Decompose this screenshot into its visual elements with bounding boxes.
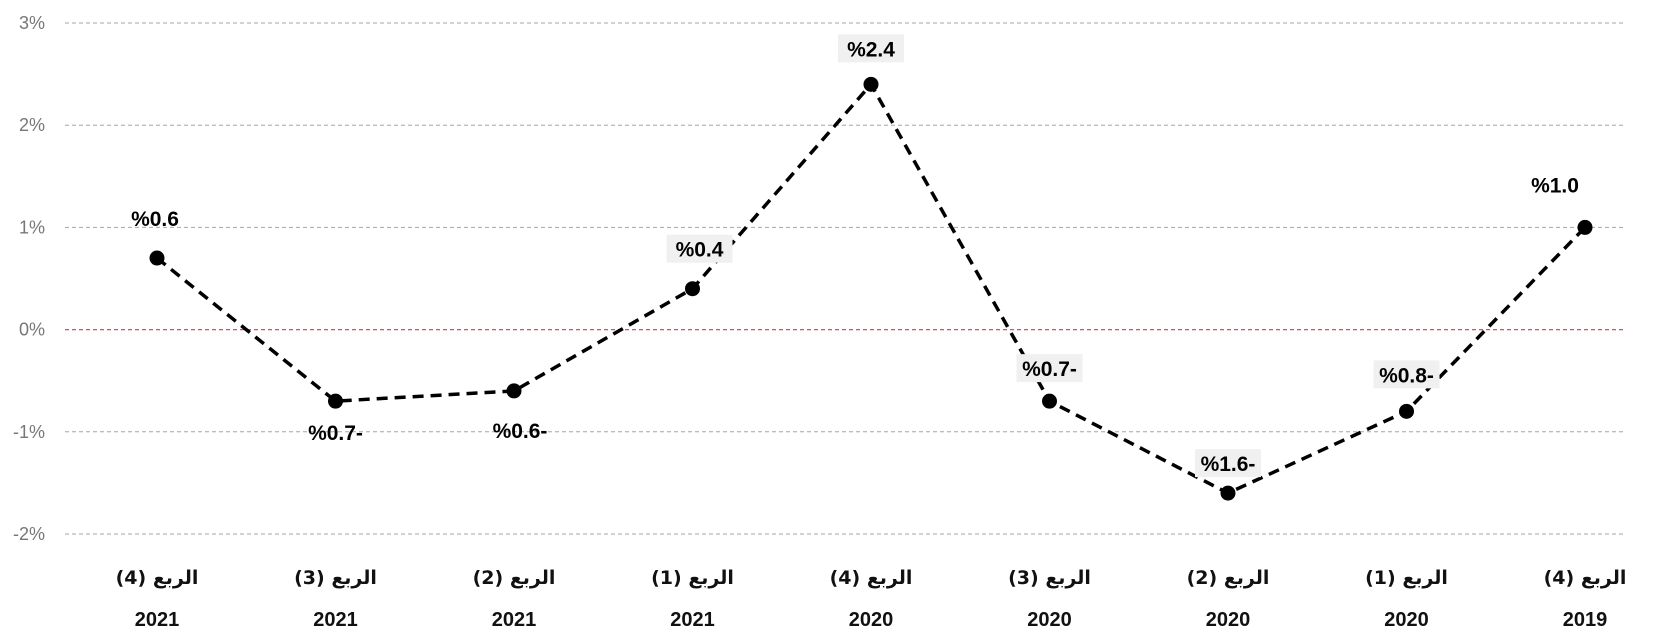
x-tick-year-label: 2021 xyxy=(670,609,715,631)
x-tick-year-label: 2020 xyxy=(1384,609,1429,631)
data-points xyxy=(149,76,1593,501)
y-tick-label: 0% xyxy=(19,320,45,340)
x-tick-quarter-label: الربع (3) xyxy=(1008,567,1091,589)
x-tick-year-label: 2020 xyxy=(1206,609,1251,631)
data-point xyxy=(149,250,165,266)
x-tick-year-label: 2020 xyxy=(1027,609,1072,631)
data-label: %0.6- xyxy=(493,420,548,443)
x-tick-quarter-label: الربع (1) xyxy=(651,567,734,589)
x-tick-quarter-label: الربع (2) xyxy=(473,567,556,589)
data-label: %0.8- xyxy=(1379,364,1434,387)
x-tick-year-label: 2019 xyxy=(1563,609,1608,631)
x-tick-quarter-label: الربع (1) xyxy=(1365,567,1448,589)
data-point xyxy=(1577,219,1593,235)
x-tick-year-label: 2021 xyxy=(313,609,358,631)
data-point xyxy=(685,281,700,297)
y-tick-label: 3% xyxy=(19,13,45,33)
data-point xyxy=(1042,393,1057,409)
x-tick-quarter-label: الربع (2) xyxy=(1187,567,1270,589)
data-label: %1.6- xyxy=(1201,453,1256,476)
y-tick-label: -2% xyxy=(13,524,45,544)
y-tick-label: -1% xyxy=(13,422,45,442)
data-label: %0.7- xyxy=(1022,358,1077,381)
data-label: %0.4 xyxy=(676,239,724,262)
data-point xyxy=(506,383,522,399)
data-point xyxy=(328,393,343,409)
data-labels: %0.6 %0.7- %0.6- %0.4 %2.4 %0.7- %1.6- %0.8- %1.… xyxy=(131,34,1579,478)
x-tick-year-label: 2020 xyxy=(849,609,894,631)
data-label-background xyxy=(1373,360,1440,389)
data-point xyxy=(1220,485,1236,501)
gridlines xyxy=(65,22,1625,535)
data-label: %2.4 xyxy=(847,38,895,61)
x-tick-year-label: 2021 xyxy=(135,609,180,631)
x-tick-quarter-label: الربع (4) xyxy=(116,567,199,589)
data-label-background xyxy=(1016,354,1083,383)
data-point xyxy=(863,76,879,92)
data-label-background xyxy=(838,34,904,63)
data-label: %0.6 xyxy=(131,208,179,231)
x-axis-ticks: الربع (4) 2021 الربع (3) 2021 الربع (2) 2021 ا… xyxy=(116,567,1627,631)
x-tick-quarter-label: الربع (4) xyxy=(1544,567,1627,589)
data-label: %0.7- xyxy=(308,422,363,445)
y-tick-label: 1% xyxy=(19,217,45,237)
x-tick-quarter-label: الربع (4) xyxy=(830,567,913,589)
y-axis-ticks: -2% -1% 0% 1% 2% 3% xyxy=(13,13,45,544)
data-label: %1.0 xyxy=(1531,174,1579,197)
data-label-background xyxy=(666,234,733,263)
y-tick-label: 2% xyxy=(19,115,45,135)
x-tick-quarter-label: الربع (3) xyxy=(294,567,377,589)
data-label-background xyxy=(1195,449,1261,478)
data-point xyxy=(1399,403,1414,419)
x-tick-year-label: 2021 xyxy=(492,609,537,631)
